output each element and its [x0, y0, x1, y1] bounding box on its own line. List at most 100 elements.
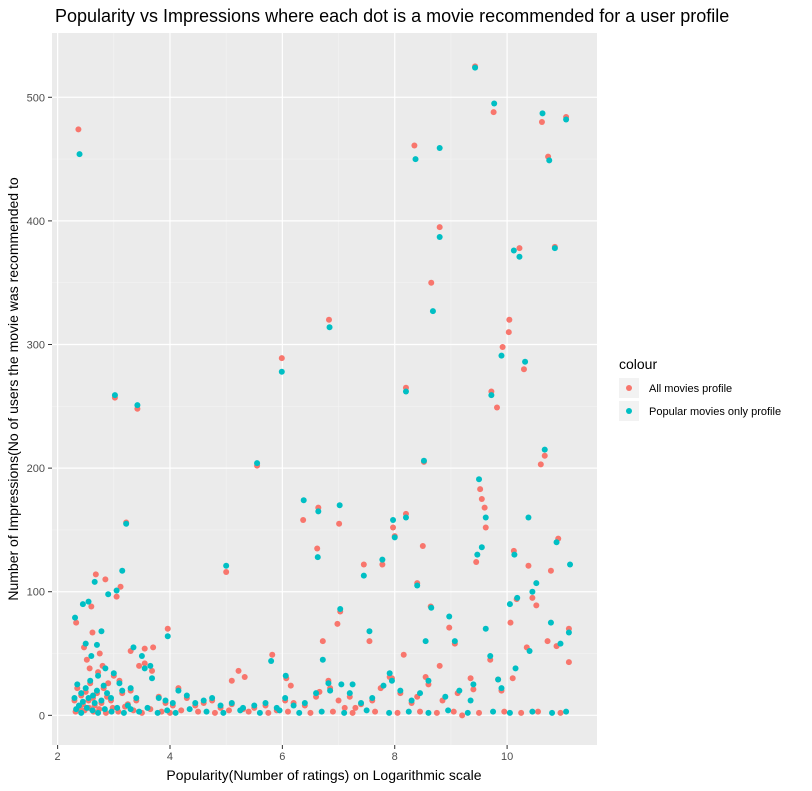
x-tick-label: 2 [55, 751, 61, 763]
data-point-all-movies [314, 545, 321, 552]
data-point-all-movies [335, 697, 342, 704]
data-point-all-movies [507, 619, 514, 626]
data-point-popular-movies [380, 682, 387, 689]
data-point-popular-movies [276, 707, 283, 714]
data-point-popular-movies [547, 619, 554, 626]
data-point-popular-movies [349, 681, 356, 688]
data-point-all-movies [300, 517, 307, 524]
data-point-all-movies [96, 650, 103, 657]
x-tick-label: 8 [392, 751, 398, 763]
data-point-all-movies [352, 704, 359, 711]
data-point-popular-movies [200, 697, 207, 704]
data-point-popular-movies [120, 709, 127, 716]
data-point-popular-movies [300, 497, 307, 504]
data-point-popular-movies [256, 709, 263, 716]
data-point-all-movies [287, 682, 294, 689]
data-point-all-movies [446, 624, 453, 631]
data-point-all-movies [278, 355, 285, 362]
data-point-popular-movies [169, 699, 176, 706]
data-point-all-movies [149, 667, 156, 674]
data-point-popular-movies [553, 539, 560, 546]
data-point-popular-movies [470, 681, 477, 688]
data-point-all-movies [428, 279, 435, 286]
data-point-popular-movies [551, 245, 558, 252]
data-point-all-movies [195, 708, 202, 715]
data-point-popular-movies [147, 662, 154, 669]
data-point-popular-movies [490, 708, 497, 715]
data-point-all-movies [473, 559, 480, 566]
data-point-popular-movies [386, 709, 393, 716]
y-tick-label: 0 [39, 710, 45, 722]
data-point-popular-movies [442, 693, 449, 700]
data-point-popular-movies [296, 709, 303, 716]
data-point-popular-movies [134, 402, 141, 409]
data-point-all-movies [325, 316, 332, 323]
data-point-popular-movies [511, 551, 518, 558]
data-point-all-movies [505, 329, 512, 336]
data-point-all-movies [394, 709, 401, 716]
data-point-popular-movies [123, 520, 130, 527]
data-point-all-movies [117, 583, 124, 590]
data-point-all-movies [141, 660, 148, 667]
data-point-all-movies [225, 707, 232, 714]
data-point-popular-movies [175, 687, 182, 694]
data-point-popular-movies [498, 352, 505, 359]
data-point-all-movies [390, 524, 397, 531]
data-point-all-movies [241, 674, 248, 681]
data-point-popular-movies [326, 324, 333, 331]
data-point-popular-movies [154, 709, 161, 716]
data-point-all-movies [565, 659, 572, 666]
data-point-all-movies [509, 675, 516, 682]
data-point-popular-movies [262, 699, 269, 706]
data-point-popular-movies [337, 606, 344, 613]
data-point-popular-movies [563, 116, 570, 123]
data-point-popular-movies [104, 690, 111, 697]
data-point-all-movies [478, 496, 485, 503]
data-point-all-movies [372, 708, 379, 715]
data-point-all-movies [476, 709, 483, 716]
data-point-popular-movies [79, 601, 86, 608]
data-point-popular-movies [464, 709, 471, 716]
data-point-popular-movies [100, 682, 107, 689]
data-point-all-movies [499, 343, 506, 350]
data-point-popular-movies [541, 446, 548, 453]
data-point-popular-movies [510, 247, 517, 254]
data-point-popular-movies [405, 708, 412, 715]
data-point-popular-movies [526, 648, 533, 655]
data-point-popular-movies [557, 640, 564, 647]
data-point-popular-movies [546, 157, 553, 164]
data-point-popular-movies [402, 388, 409, 395]
data-point-popular-movies [525, 514, 532, 521]
legend-label-all-movies: All movies profile [649, 383, 732, 395]
data-point-popular-movies [565, 629, 572, 636]
data-point-all-movies [477, 486, 484, 493]
data-point-all-movies [450, 708, 457, 715]
data-point-all-movies [83, 656, 90, 663]
data-point-all-movies [136, 662, 143, 669]
data-point-popular-movies [428, 604, 435, 611]
data-point-popular-movies [495, 676, 502, 683]
data-point-all-movies [73, 619, 80, 626]
data-point-popular-movies [325, 680, 332, 687]
y-axis-ticks: 0 100 200 300 400 500 [27, 92, 52, 722]
data-point-popular-movies [141, 665, 148, 672]
data-point-popular-movies [91, 578, 98, 585]
data-point-popular-movies [72, 614, 79, 621]
data-point-popular-movies [82, 685, 89, 692]
data-point-popular-movies [529, 708, 536, 715]
x-tick-label: 4 [167, 751, 173, 763]
data-point-all-movies [557, 709, 564, 716]
data-point-popular-movies [127, 685, 134, 692]
data-point-popular-movies [436, 233, 443, 240]
data-point-popular-movies [397, 687, 404, 694]
data-point-popular-movies [108, 708, 115, 715]
data-point-popular-movies [127, 706, 134, 713]
data-point-popular-movies [133, 695, 140, 702]
data-point-all-movies [419, 542, 426, 549]
data-point-all-movies [470, 686, 477, 693]
data-point-popular-movies [386, 670, 393, 677]
data-point-popular-movies [563, 708, 570, 715]
data-point-all-movies [481, 504, 488, 511]
data-point-all-movies [433, 709, 440, 716]
